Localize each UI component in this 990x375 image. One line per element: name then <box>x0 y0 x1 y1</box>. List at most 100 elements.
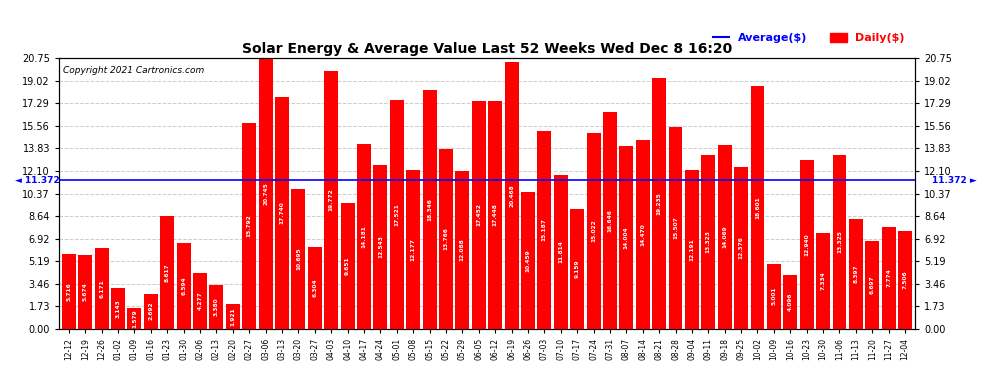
Text: 17.448: 17.448 <box>493 204 498 226</box>
Title: Solar Energy & Average Value Last 52 Weeks Wed Dec 8 16:20: Solar Energy & Average Value Last 52 Wee… <box>242 42 732 56</box>
Text: 6.594: 6.594 <box>181 276 186 295</box>
Text: 12.177: 12.177 <box>411 238 416 261</box>
Bar <box>685 170 699 329</box>
Text: 2.692: 2.692 <box>148 302 153 321</box>
Bar <box>357 144 371 329</box>
Bar <box>521 192 535 329</box>
Bar <box>488 101 502 329</box>
Text: 11.814: 11.814 <box>558 240 563 263</box>
Bar <box>291 189 305 329</box>
Text: 6.171: 6.171 <box>99 279 104 298</box>
Text: 4.096: 4.096 <box>788 293 793 311</box>
Text: 8.617: 8.617 <box>164 263 169 282</box>
Bar <box>652 78 666 329</box>
Text: 19.235: 19.235 <box>656 192 661 215</box>
Bar <box>882 227 896 329</box>
Bar <box>95 248 109 329</box>
Bar <box>636 140 649 329</box>
Text: 12.191: 12.191 <box>689 238 694 261</box>
Text: 13.766: 13.766 <box>444 228 448 251</box>
Text: 7.334: 7.334 <box>821 272 826 290</box>
Bar <box>668 127 682 329</box>
Text: 12.376: 12.376 <box>739 237 743 260</box>
Text: 12.088: 12.088 <box>460 238 465 261</box>
Text: 8.397: 8.397 <box>853 265 858 283</box>
Text: 14.470: 14.470 <box>641 223 645 246</box>
Text: 15.187: 15.187 <box>542 218 546 241</box>
Bar <box>767 264 781 329</box>
Bar <box>160 216 174 329</box>
Text: 16.646: 16.646 <box>608 209 613 232</box>
Text: 20.468: 20.468 <box>509 184 514 207</box>
Text: 17.521: 17.521 <box>394 203 399 226</box>
Bar <box>62 254 76 329</box>
Bar <box>176 243 191 329</box>
Bar <box>439 149 453 329</box>
Bar <box>243 123 256 329</box>
Bar <box>390 100 404 329</box>
Bar <box>472 101 486 329</box>
Text: 5.001: 5.001 <box>771 287 776 305</box>
Text: 3.143: 3.143 <box>116 299 121 318</box>
Text: 19.772: 19.772 <box>329 189 334 211</box>
Text: 10.459: 10.459 <box>526 249 531 272</box>
Bar <box>538 131 551 329</box>
Bar <box>78 255 92 329</box>
Text: 18.601: 18.601 <box>755 196 760 219</box>
Bar <box>275 98 289 329</box>
Text: 11.372 ►: 11.372 ► <box>932 176 977 185</box>
Bar <box>505 62 519 329</box>
Bar <box>193 273 207 329</box>
Bar <box>553 175 567 329</box>
Bar <box>258 58 272 329</box>
Text: 1.579: 1.579 <box>132 309 137 328</box>
Bar <box>701 155 716 329</box>
Text: 15.022: 15.022 <box>591 219 596 242</box>
Bar <box>833 155 846 329</box>
Bar <box>423 90 437 329</box>
Text: 14.004: 14.004 <box>624 226 629 249</box>
Text: 13.323: 13.323 <box>706 231 711 254</box>
Text: 14.181: 14.181 <box>361 225 366 248</box>
Text: 7.774: 7.774 <box>886 268 891 287</box>
Bar <box>800 160 814 329</box>
Text: 6.697: 6.697 <box>870 276 875 294</box>
Bar <box>603 112 617 329</box>
Text: 5.674: 5.674 <box>83 282 88 301</box>
Bar <box>735 167 748 329</box>
Text: 12.940: 12.940 <box>804 233 809 256</box>
Bar <box>783 275 797 329</box>
Text: 9.159: 9.159 <box>574 260 579 278</box>
Text: 1.921: 1.921 <box>231 307 236 326</box>
Bar <box>848 219 863 329</box>
Text: 3.380: 3.380 <box>214 297 219 316</box>
Text: 15.507: 15.507 <box>673 216 678 239</box>
Text: ◄ 11.372: ◄ 11.372 <box>15 176 59 185</box>
Bar <box>144 294 157 329</box>
Bar <box>308 246 322 329</box>
Text: 6.304: 6.304 <box>312 278 318 297</box>
Bar <box>455 171 469 329</box>
Bar <box>816 233 830 329</box>
Text: 9.651: 9.651 <box>346 256 350 275</box>
Text: 10.695: 10.695 <box>296 248 301 270</box>
Text: 4.277: 4.277 <box>198 291 203 310</box>
Text: 15.792: 15.792 <box>247 214 251 237</box>
Bar <box>620 146 634 329</box>
Bar <box>898 231 912 329</box>
Legend: Average($), Daily($): Average($), Daily($) <box>708 28 910 48</box>
Bar <box>210 285 224 329</box>
Text: 20.745: 20.745 <box>263 182 268 205</box>
Bar <box>226 304 240 329</box>
Text: 18.346: 18.346 <box>427 198 432 220</box>
Text: 17.452: 17.452 <box>476 204 481 226</box>
Bar <box>406 170 420 329</box>
Bar <box>718 146 732 329</box>
Text: 14.069: 14.069 <box>723 226 728 248</box>
Text: 17.740: 17.740 <box>279 202 284 225</box>
Text: 5.716: 5.716 <box>66 282 71 301</box>
Bar <box>373 165 387 329</box>
Bar <box>586 133 601 329</box>
Text: 12.543: 12.543 <box>378 236 383 258</box>
Bar <box>111 288 125 329</box>
